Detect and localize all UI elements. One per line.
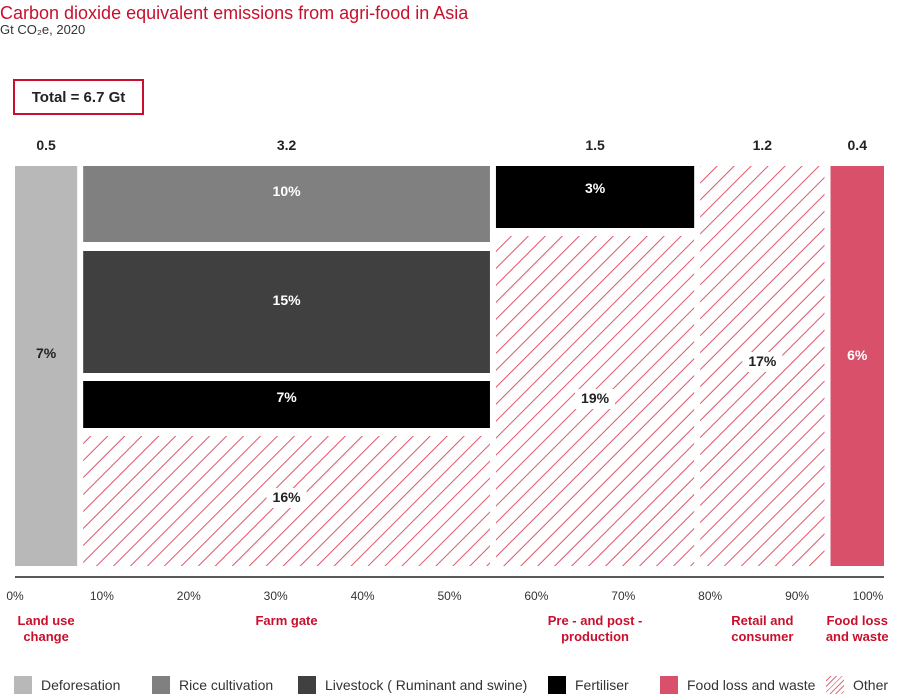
x-tick-label-8: 80% [698, 589, 722, 603]
legend-label-deforestation: Deforesation [41, 677, 121, 693]
segment-label-pre-and-post-production-fertiliser: 3% [585, 180, 606, 196]
segment-label-land-use-change-deforesation: 7% [36, 345, 57, 361]
segment-label-food-loss-and-waste-food-loss-and-waste: 6% [847, 347, 868, 363]
legend-item-other: Other [826, 674, 888, 696]
x-tick-label-1: 10% [90, 589, 114, 603]
segment-farm-gate-rice-cultivation [83, 166, 490, 242]
legend-item-rice: Rice cultivation [152, 674, 273, 696]
category-label-retail-and-consumer-line-0: Retail and [731, 613, 793, 628]
legend-label-rice: Rice cultivation [179, 677, 274, 693]
total-label: Total = 6.7 Gt [13, 79, 144, 115]
legend-swatch-fertiliser [548, 676, 566, 694]
category-label-retail-and-consumer-line-1: consumer [731, 629, 793, 644]
segment-farm-gate-livestock-ruminant-and-swine [83, 251, 490, 373]
legend-label-fertiliser: Fertiliser [575, 677, 629, 693]
legend-label-other: Other [853, 677, 889, 693]
x-tick-label-7: 70% [611, 589, 635, 603]
category-label-pre-and-post-production-line-1: production [561, 629, 629, 644]
legend-label-livestock: Livestock ( Ruminant and swine) [325, 677, 528, 693]
column-value-farm-gate: 3.2 [277, 137, 297, 153]
legend: Deforesation Rice cultivation Livestock … [0, 674, 900, 698]
category-label-pre-and-post-production-line-0: Pre - and post - [548, 613, 643, 628]
category-label-land-use-change-line-1: change [23, 629, 69, 644]
x-tick-label-3: 30% [264, 589, 288, 603]
column-value-food-loss-and-waste: 0.4 [848, 137, 868, 153]
x-tick-label-6: 60% [524, 589, 548, 603]
x-tick-label-5: 50% [437, 589, 461, 603]
column-value-pre-and-post-production: 1.5 [585, 137, 605, 153]
segment-farm-gate-fertiliser [83, 381, 490, 428]
category-label-food-loss-and-waste-line-0: Food loss [827, 613, 888, 628]
x-tick-label-0: 0% [6, 589, 24, 603]
segment-label-farm-gate-other: 16% [273, 489, 302, 505]
column-value-retail-and-consumer: 1.2 [753, 137, 773, 153]
x-tick-label-10: 100% [853, 589, 884, 603]
legend-item-fertiliser: Fertiliser [548, 674, 629, 696]
legend-swatch-livestock [298, 676, 316, 694]
segment-label-bg-retail-and-consumer-other [742, 352, 783, 372]
segment-label-bg-pre-and-post-production-other [575, 389, 616, 409]
segment-label-farm-gate-livestock-ruminant-and-swine: 15% [273, 292, 302, 308]
legend-swatch-other [826, 676, 844, 694]
chart-title: Carbon dioxide equivalent emissions from… [0, 3, 469, 23]
legend-swatch-food-loss [660, 676, 678, 694]
segment-label-pre-and-post-production-other: 19% [581, 390, 610, 406]
segment-label-retail-and-consumer-other: 17% [748, 353, 777, 369]
segment-label-farm-gate-fertiliser: 7% [276, 389, 297, 405]
segment-label-bg-farm-gate-other [266, 488, 307, 508]
segment-food-loss-and-waste-food-loss-and-waste [830, 166, 884, 566]
x-tick-label-2: 20% [177, 589, 201, 603]
segment-label-farm-gate-rice-cultivation: 10% [273, 183, 302, 199]
legend-label-food-loss: Food loss and waste [687, 677, 816, 693]
legend-item-livestock: Livestock ( Ruminant and swine) [298, 674, 527, 696]
legend-swatch-deforestation [14, 676, 32, 694]
category-label-farm-gate-line-0: Farm gate [255, 613, 317, 628]
x-tick-label-4: 40% [351, 589, 375, 603]
legend-swatch-rice [152, 676, 170, 694]
x-tick-label-9: 90% [785, 589, 809, 603]
category-label-land-use-change-line-0: Land use [18, 613, 75, 628]
column-value-land-use-change: 0.5 [36, 137, 56, 153]
legend-item-food-loss: Food loss and waste [660, 674, 815, 696]
segment-pre-and-post-production-fertiliser [495, 166, 695, 228]
chart-subtitle: Gt CO₂e, 2020 [0, 22, 86, 37]
segment-land-use-change-deforesation [15, 166, 78, 566]
category-label-food-loss-and-waste-line-1: and waste [826, 629, 889, 644]
legend-item-deforestation: Deforesation [14, 674, 120, 696]
